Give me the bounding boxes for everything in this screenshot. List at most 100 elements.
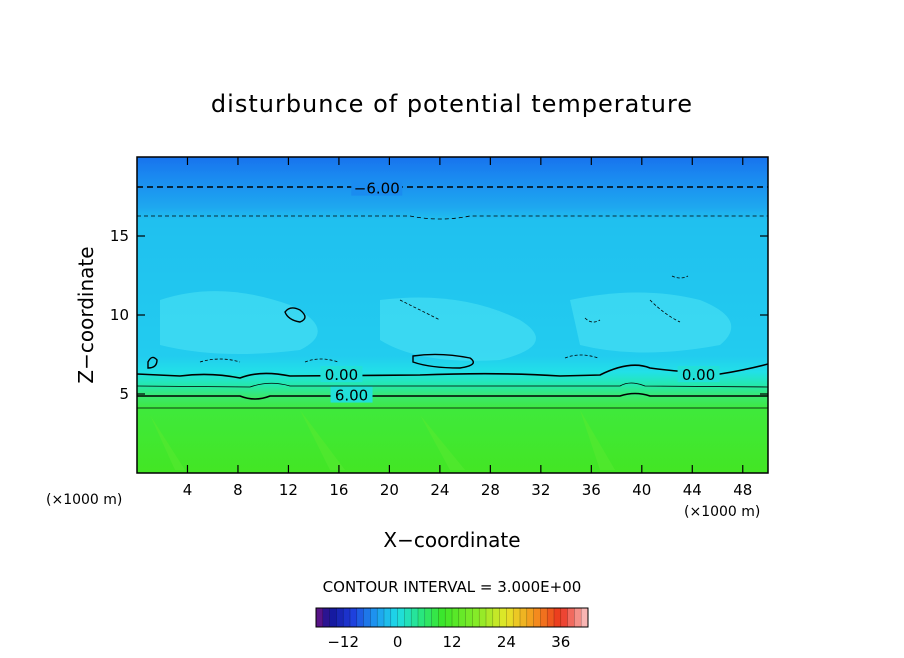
x-axis-label: X−coordinate (383, 528, 520, 552)
colorbar-frame (315, 607, 589, 628)
contour-lines (136, 186, 769, 409)
contour-labels: −6.00 0.00 0.00 6.00 (320, 179, 720, 405)
contour-label-bg (351, 179, 403, 196)
colorbar-swatch (452, 608, 460, 627)
x-tick-label: 48 (733, 481, 752, 499)
contour-interval: CONTOUR INTERVAL = 3.000E+00 (323, 578, 582, 596)
contour-blob (412, 353, 474, 369)
contour-blob-dashed (671, 275, 689, 279)
anomaly-patch (570, 292, 732, 353)
colorbar-swatch (384, 608, 392, 627)
field-patches (150, 291, 732, 470)
anomaly-patch (150, 415, 185, 470)
x-tick-label: 4 (183, 481, 193, 499)
contour-label: −6.00 (354, 180, 400, 198)
colorbar-swatch (316, 608, 324, 627)
colorbar-swatch (560, 608, 568, 627)
y-tick-label: 5 (119, 385, 129, 403)
colorbar-tick-label: 0 (393, 633, 403, 651)
x-tick-label: 20 (380, 481, 399, 499)
colorbar-swatch (404, 608, 412, 627)
x-tick-label: 8 (233, 481, 243, 499)
contour-blob-dashed (564, 354, 599, 359)
x-tick-label: 28 (481, 481, 500, 499)
chart-title: disturbunce of potential temperature (211, 90, 693, 118)
contour-blob-dashed (199, 358, 241, 363)
y-tick-label: 10 (110, 306, 129, 324)
colorbar-swatch (581, 608, 589, 627)
contour-label: 6.00 (335, 387, 368, 405)
colorbar-swatch (431, 608, 439, 627)
colorbar-swatch (492, 608, 500, 627)
colorbar-swatch (424, 608, 432, 627)
colorbar-swatch (547, 608, 555, 627)
contour-label: 0.00 (325, 366, 358, 384)
colorbar-swatch (418, 608, 426, 627)
colorbar-tick-label: 12 (442, 633, 461, 651)
contour-blob (284, 307, 306, 323)
colorbar-swatch (574, 608, 582, 627)
colorbar-swatch (533, 608, 541, 627)
contour-line-minus3 (137, 215, 768, 220)
colorbar-tick-label: −12 (327, 633, 359, 651)
colorbar-swatch (540, 608, 548, 627)
contour-line-plus3 (136, 382, 769, 388)
colorbar-swatch (397, 608, 405, 627)
colorbar-swatch (350, 608, 358, 627)
x-tick-label: 36 (582, 481, 601, 499)
contour-label-bg (320, 366, 363, 383)
x-tick-label: 12 (279, 481, 298, 499)
colorbar-swatch (472, 608, 480, 627)
contour-label-bg (677, 366, 720, 383)
colorbar-swatch (567, 608, 575, 627)
anomaly-patch (420, 415, 465, 470)
anomaly-patch (300, 410, 345, 470)
contour-blob-dashed (399, 299, 441, 321)
colorbar-swatch (499, 608, 507, 627)
x-axis-ticks: 4 8 12 16 20 24 28 32 36 40 44 48 (183, 157, 752, 499)
colorbar-swatch (356, 608, 364, 627)
colorbar-swatch (390, 608, 398, 627)
x-tick-label: 44 (683, 481, 702, 499)
colorbar-swatch (322, 608, 330, 627)
colorbar-swatch (445, 608, 453, 627)
colorbar-swatch (438, 608, 446, 627)
contour-blob-dashed (304, 358, 339, 363)
colorbar-swatch (411, 608, 419, 627)
contour-line-plus6 (137, 392, 768, 400)
anomaly-patch (580, 410, 615, 470)
colorbar-tick-label: 36 (551, 633, 570, 651)
y-axis-unit: (×1000 m) (46, 492, 122, 508)
colorbar-swatch (465, 608, 473, 627)
colorbar-swatch (336, 608, 344, 627)
contour-label: 0.00 (682, 366, 715, 384)
colorbar-tick-label: 24 (497, 633, 516, 651)
colorbar-swatch (377, 608, 385, 627)
colorbar: −12 0 12 24 36 (315, 607, 589, 651)
y-tick-label: 15 (110, 227, 129, 245)
colorbar-swatch (513, 608, 521, 627)
colorbar-swatch (526, 608, 534, 627)
colorbar-swatch (343, 608, 351, 627)
colorbar-swatch (506, 608, 514, 627)
colorbar-swatch (479, 608, 487, 627)
y-axis-label: Z−coordinate (74, 246, 98, 383)
colorbar-swatch (370, 608, 378, 627)
x-tick-label: 24 (430, 481, 449, 499)
x-axis-unit: (×1000 m) (684, 504, 760, 520)
colorbar-swatch (554, 608, 562, 627)
colorbar-swatch (363, 608, 371, 627)
contour-label-bg (330, 386, 373, 403)
contour-blob (147, 356, 158, 369)
colorbar-swatch (486, 608, 494, 627)
y-axis-ticks: 5 10 15 (110, 227, 768, 403)
anomaly-patch (160, 291, 318, 354)
x-tick-label: 32 (531, 481, 550, 499)
contour-blob-dashed (584, 317, 601, 323)
colorbar-swatch (458, 608, 466, 627)
colorbar-swatch (520, 608, 528, 627)
x-tick-label: 16 (329, 481, 348, 499)
anomaly-patch (380, 297, 536, 361)
